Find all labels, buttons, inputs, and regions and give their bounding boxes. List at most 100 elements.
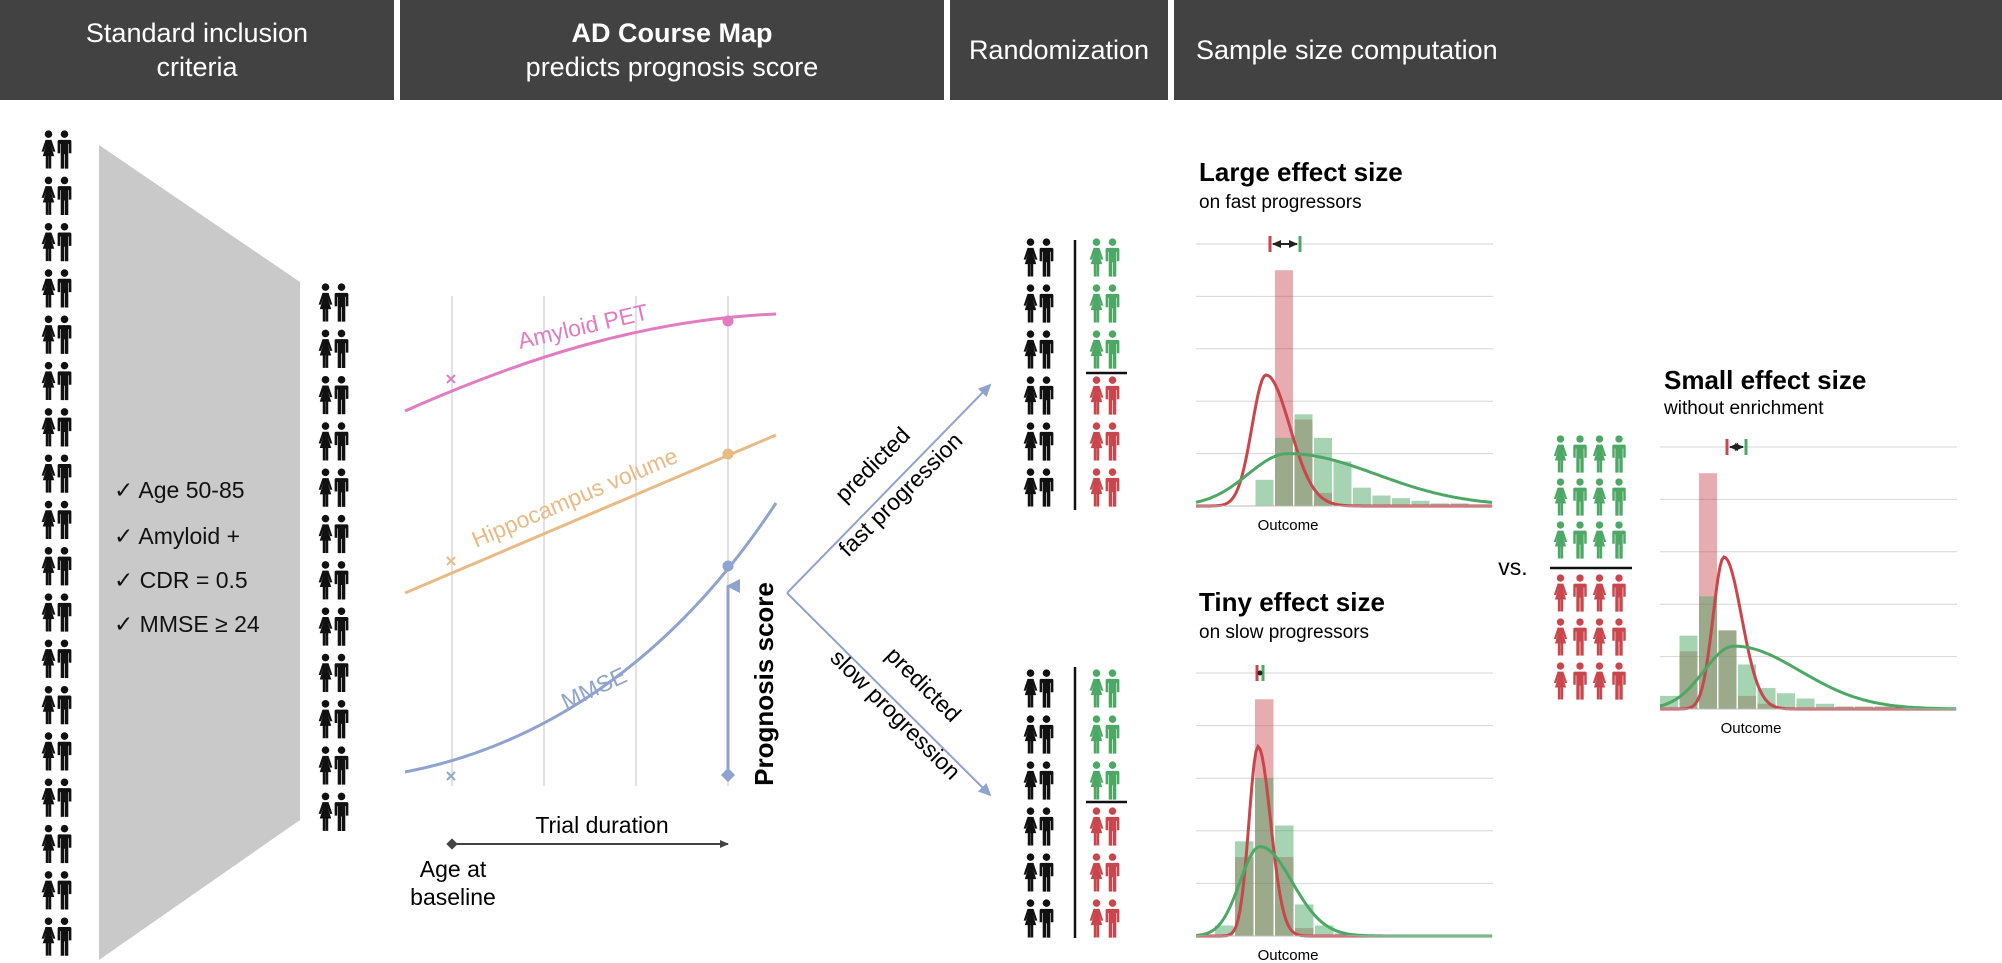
person-icon	[1023, 376, 1038, 415]
person-icon	[57, 222, 72, 262]
person-icon	[1039, 899, 1054, 938]
person-icon	[1553, 521, 1568, 559]
person-icon	[334, 422, 349, 461]
treated-bar	[1315, 925, 1334, 936]
person-icon	[1023, 284, 1038, 323]
person-icon	[1573, 435, 1587, 473]
tiny-chart-xlabel: Outcome	[1258, 947, 1319, 963]
person-icon	[318, 792, 333, 831]
person-icon	[1089, 715, 1104, 754]
criteria-item: ✓ Amyloid +	[114, 523, 241, 549]
person-icon	[57, 593, 72, 632]
person-icon	[334, 468, 349, 507]
vs-label: vs.	[1498, 554, 1527, 580]
treated-bar	[1353, 487, 1371, 506]
person-icon	[1592, 662, 1607, 700]
mmse-curve	[404, 502, 778, 774]
person-icon	[1089, 468, 1104, 507]
person-icon	[318, 607, 333, 646]
prognosis-score-label: Prognosis score	[749, 582, 779, 786]
treated-bar	[1777, 693, 1795, 709]
person-icon	[57, 454, 72, 493]
person-icon	[57, 824, 72, 864]
person-icon	[1612, 521, 1626, 559]
amyloid-pet-curve	[404, 312, 777, 413]
hippocampus-label: Hippocampus volume	[468, 442, 682, 552]
treated-bar	[1816, 703, 1834, 709]
inclusion-funnel	[99, 145, 300, 960]
person-icon	[1592, 478, 1607, 516]
person-icon	[57, 408, 72, 447]
person-icon	[41, 871, 56, 910]
treated-bar	[1255, 479, 1274, 506]
person-icon	[41, 732, 56, 771]
person-icon	[1023, 238, 1038, 277]
treated-bar	[1738, 664, 1756, 709]
person-icon	[318, 746, 333, 785]
person-icon	[1089, 807, 1104, 846]
person-icon	[1105, 853, 1120, 892]
person-icon	[1089, 853, 1104, 892]
treated-bar	[1333, 461, 1352, 506]
person-icon	[1089, 669, 1104, 708]
person-icon	[57, 176, 72, 215]
person-icon	[334, 746, 349, 785]
randomized-group-slow	[1023, 669, 1120, 938]
baseline-markers	[446, 374, 456, 781]
person-icon	[1039, 422, 1054, 461]
person-icon	[1039, 807, 1054, 846]
person-icon	[1612, 662, 1626, 700]
person-icon	[57, 917, 72, 956]
person-icon	[1039, 330, 1054, 369]
header-randomization: Randomization	[950, 0, 1168, 100]
hippocampus-endpoint	[722, 448, 734, 460]
header-course-map-title: AD Course Map	[571, 18, 773, 48]
person-icon	[1105, 330, 1120, 369]
person-icon	[57, 639, 72, 678]
fast-branch-arrow	[786, 383, 992, 594]
person-icon	[1553, 435, 1568, 473]
population-column	[41, 130, 72, 956]
person-icon	[41, 824, 56, 864]
person-icon	[1039, 284, 1054, 323]
person-icon	[334, 607, 349, 646]
treated-bar	[1215, 925, 1234, 936]
person-icon	[1592, 521, 1607, 559]
person-icon	[318, 561, 333, 600]
large-chart-title: Large effect size	[1199, 157, 1403, 187]
person-icon	[1089, 330, 1104, 369]
person-icon	[41, 778, 56, 817]
treated-bar	[1314, 437, 1332, 506]
person-icon	[1105, 376, 1120, 415]
person-icon	[1039, 669, 1054, 708]
person-icon	[334, 329, 349, 368]
header-inclusion-line2: criteria	[156, 52, 238, 82]
person-icon	[1089, 284, 1104, 323]
person-icon	[57, 269, 72, 308]
mmse-label: MMSE	[557, 662, 631, 715]
person-icon	[1105, 238, 1120, 277]
person-icon	[1612, 478, 1626, 516]
person-icon	[1553, 618, 1568, 656]
person-icon	[1023, 899, 1038, 938]
person-icon	[1039, 761, 1054, 800]
person-icon	[1023, 853, 1038, 892]
person-icon	[1023, 669, 1038, 708]
treated-bar	[1718, 630, 1737, 709]
person-icon	[41, 639, 56, 678]
person-icon	[1023, 807, 1038, 846]
person-icon	[318, 514, 333, 554]
mmse-endpoint	[722, 560, 734, 572]
person-icon	[57, 685, 72, 725]
person-icon	[1592, 435, 1607, 473]
person-icon	[318, 468, 333, 507]
placebo-density-curve	[1196, 743, 1492, 938]
age-at-baseline-line1: Age at	[420, 856, 487, 882]
person-icon	[318, 653, 333, 692]
person-icon	[334, 375, 349, 415]
person-icon	[1023, 761, 1038, 800]
header-course-map: AD Course Map predicts prognosis score	[400, 0, 944, 100]
person-icon	[1612, 435, 1626, 473]
person-icon	[1023, 422, 1038, 461]
person-icon	[1023, 468, 1038, 507]
